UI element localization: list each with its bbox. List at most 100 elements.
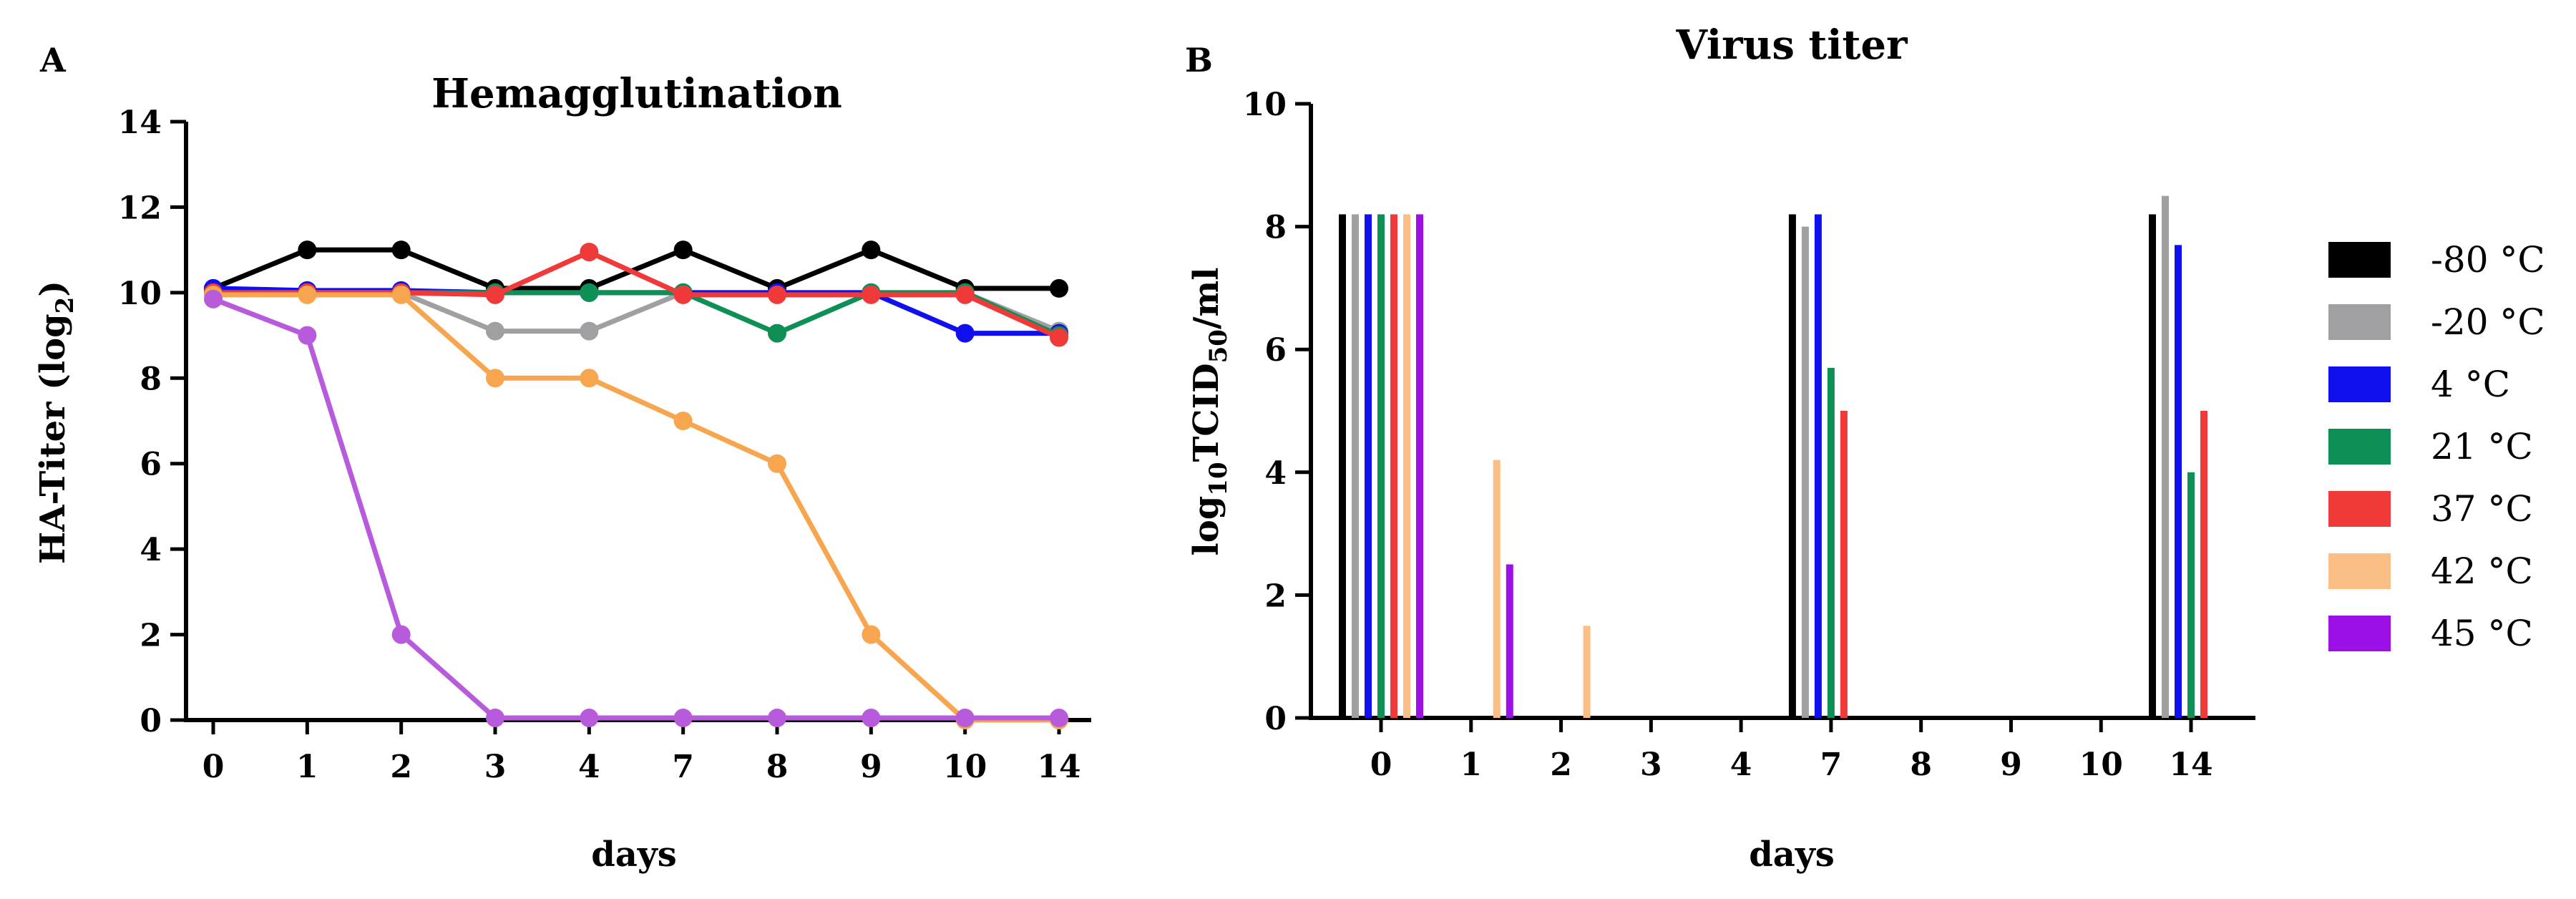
panel-b-y-tick-label: 2 [1264, 578, 1287, 614]
legend-label-45-c: 45 °C [2431, 613, 2533, 654]
panel-a-y-tick-label: 14 [118, 105, 162, 141]
panel-b-y-tick-label: 6 [1264, 332, 1287, 369]
panel-b-y-tick-label: 10 [1243, 87, 1287, 123]
panel-a-point-80-c [673, 240, 693, 260]
panel-b-bar-4-c-day-14 [2175, 245, 2182, 719]
panel-b-bar-80-c-day-0 [1339, 214, 1346, 718]
panel-a-y-tick-label: 6 [140, 447, 162, 483]
legend-label-42-c: 42 °C [2431, 550, 2533, 592]
panel-a-hemagglutination-chart: A Hemagglutination HA-Titer (log2) days … [33, 41, 1091, 875]
panel-b-title: Virus titer [1675, 21, 1908, 69]
panel-b-bar-37-c-day-7 [1840, 411, 1848, 718]
panel-a-y-tick-label: 4 [140, 532, 162, 568]
panel-a-series-line-45-c [212, 296, 1059, 721]
legend-swatch-37-c [2328, 491, 2391, 527]
panel-a-point-21-c [580, 283, 599, 302]
panel-a-point-42-c [673, 412, 693, 430]
panel-b-bar-4-c-day-0 [1365, 214, 1372, 718]
panel-a-y-tick-label: 8 [140, 361, 162, 397]
panel-a-point-45-c [298, 326, 317, 345]
panel-a-series-line-42-c [213, 292, 1059, 723]
panel-a-point-45-c [580, 709, 599, 728]
panel-a-point-20-c [580, 321, 599, 341]
panel-a-point-80-c [1050, 278, 1068, 298]
panel-a-y-tick-label: 12 [118, 190, 162, 226]
panel-a-point-42-c [298, 285, 317, 304]
panel-b-bar-21-c-day-14 [2187, 472, 2195, 718]
panel-b-x-tick-label: 1 [1460, 747, 1482, 783]
panel-a-point-42-c [768, 454, 786, 473]
panel-b-x-tick-label: 7 [1820, 747, 1843, 783]
legend-label-37-c: 37 °C [2431, 488, 2533, 530]
panel-b-x-tick-label: 2 [1550, 747, 1572, 783]
panel-b-bar-42-c-day-0 [1403, 214, 1410, 718]
panel-b-bar-21-c-day-0 [1377, 214, 1385, 718]
panel-a-title: Hemagglutination [431, 70, 842, 117]
panel-a-point-20-c [486, 321, 504, 341]
panel-a-x-tick-label: 14 [1037, 749, 1080, 785]
panel-a-point-45-c [955, 709, 975, 728]
panel-b-x-tick-label: 3 [1640, 747, 1662, 783]
panel-a-point-45-c [862, 709, 881, 728]
panel-a-point-45-c [768, 709, 786, 728]
panel-b-y-tick-label: 4 [1264, 455, 1287, 492]
panel-b-bar-37-c-day-0 [1390, 214, 1397, 718]
panel-a-x-tick-label: 3 [484, 749, 507, 785]
panel-b-y-axis-title: log10TCID50/ml [1186, 267, 1233, 555]
legend-swatch-80-c [2328, 242, 2391, 278]
panel-b-bar-21-c-day-7 [1827, 367, 1835, 718]
legend-swatch-42-c [2328, 553, 2391, 589]
panel-b-y-tick-label: 8 [1264, 210, 1287, 246]
legend-swatch-4-c [2328, 366, 2391, 402]
panel-a-x-tick-label: 4 [578, 749, 600, 785]
panel-a-point-42-c [391, 285, 411, 304]
panel-a-point-45-c [673, 709, 693, 728]
panel-b-bar-20-c-day-14 [2162, 195, 2169, 718]
panel-b-x-tick-label: 9 [2000, 747, 2022, 783]
panel-a-point-45-c [391, 625, 411, 644]
panel-b-x-tick-label: 0 [1370, 747, 1392, 783]
panel-a-point-37-c [768, 285, 786, 304]
panel-a-x-axis-title: days [591, 835, 677, 875]
panel-b-label: B [1185, 41, 1213, 79]
panel-a-point-37-c [1050, 328, 1068, 347]
panel-a-x-tick-label: 8 [766, 749, 789, 785]
panel-a-point-37-c [673, 285, 693, 304]
legend-swatch-20-c [2328, 304, 2391, 340]
panel-b-bar-80-c-day-14 [2149, 214, 2156, 718]
panel-b-x-tick-label: 14 [2169, 747, 2212, 783]
panel-b-x-tick-label: 10 [2079, 747, 2123, 783]
panel-b-x-axis-title: days [1749, 835, 1835, 875]
panel-a-point-37-c [862, 285, 881, 304]
panel-a-point-45-c [204, 289, 223, 308]
panel-b-bar-45-c-day-1 [1506, 564, 1513, 718]
panel-b-bar-80-c-day-7 [1788, 214, 1796, 718]
panel-a-point-80-c [391, 240, 411, 260]
panel-a-y-axis-title: HA-Titer (log2) [33, 281, 79, 564]
panel-a-label: A [39, 41, 67, 79]
panel-a-point-45-c [1050, 709, 1068, 728]
panel-b-bar-20-c-day-7 [1801, 226, 1809, 719]
panel-a-series-line-80-c [212, 247, 1059, 291]
legend-label-4-c: 4 °C [2431, 364, 2510, 405]
panel-a-point-21-c [768, 324, 786, 343]
panel-a-x-tick-label: 10 [943, 749, 987, 785]
panel-a-series-line-20-c [213, 290, 1060, 334]
panel-a-x-tick-label: 2 [390, 749, 412, 785]
panel-a-point-42-c [580, 369, 599, 388]
panel-a-point-37-c [955, 285, 975, 304]
panel-b-bar-20-c-day-0 [1352, 214, 1359, 718]
legend-swatch-21-c [2328, 429, 2391, 465]
panel-b-bar-4-c-day-7 [1814, 214, 1822, 718]
panel-a-point-80-c [298, 240, 317, 260]
panel-a-point-80-c [862, 240, 881, 260]
panel-a-point-37-c [580, 243, 599, 262]
panel-a-point-4-c [955, 324, 975, 343]
panel-a-point-42-c [486, 369, 504, 388]
panel-a-x-tick-label: 0 [203, 749, 225, 785]
legend-label-80-c: -80 °C [2431, 239, 2545, 281]
panel-a-x-tick-label: 1 [296, 749, 318, 785]
panel-b-x-tick-label: 8 [1910, 747, 1932, 783]
panel-a-y-tick-label: 2 [140, 618, 162, 654]
